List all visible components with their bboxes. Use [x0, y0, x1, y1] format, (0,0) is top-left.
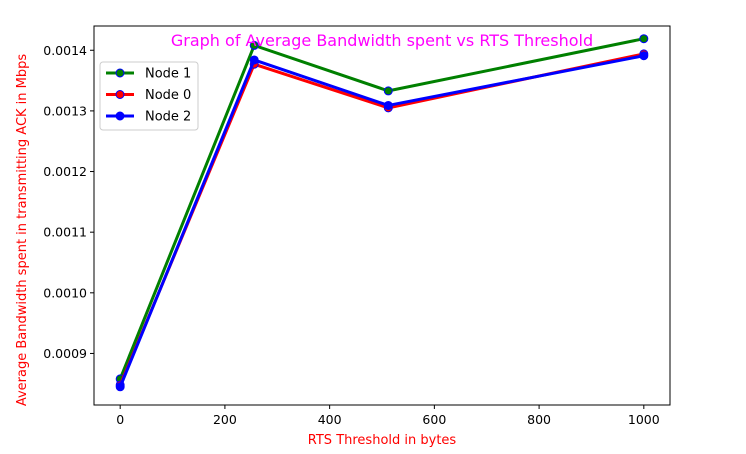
- y-tick-label: 0.0014: [43, 43, 87, 58]
- data-point-node-1: [249, 40, 259, 50]
- legend-box: [99, 61, 199, 131]
- data-point-node-1: [383, 86, 393, 96]
- data-point-node-2: [249, 55, 259, 65]
- axes: [93, 25, 671, 406]
- plot-frame: [93, 25, 671, 406]
- x-tick-label: 1000: [628, 412, 660, 427]
- legend-label-node-0: Node 0: [145, 88, 191, 103]
- data-point-node-1: [639, 34, 649, 44]
- x-tick-label: 800: [527, 412, 551, 427]
- y-axis-ticks: 0.0009 0.0010 0.0011 0.0012 0.0013 0.0014: [43, 43, 94, 361]
- legend: Node 1 Node 0 Node 2: [99, 61, 199, 131]
- data-point-node-2: [383, 100, 393, 110]
- series-layer: [115, 34, 649, 392]
- x-axis-title: RTS Threshold in bytes: [308, 433, 457, 448]
- legend-marker-node-1: [115, 68, 125, 78]
- x-tick-label: 0: [116, 412, 124, 427]
- y-axis-title: Average Bandwidth spent in transmitting …: [15, 54, 30, 407]
- y-tick-label: 0.0009: [43, 346, 87, 361]
- legend-marker-node-2: [115, 111, 125, 121]
- data-point-node-2: [639, 51, 649, 61]
- x-tick-label: 200: [213, 412, 237, 427]
- legend-label-node-1: Node 1: [145, 67, 191, 82]
- series-line-node-2: [118, 53, 646, 389]
- y-tick-label: 0.0010: [43, 285, 87, 300]
- chart-title: Graph of Average Bandwidth spent vs RTS …: [171, 31, 593, 50]
- y-tick-label: 0.0011: [43, 225, 87, 240]
- legend-label-node-2: Node 2: [145, 110, 191, 125]
- data-point-node-2: [115, 382, 125, 392]
- x-tick-label: 600: [422, 412, 446, 427]
- y-tick-label: 0.0013: [43, 103, 87, 118]
- series-line-node-1: [118, 36, 646, 381]
- y-tick-label: 0.0012: [43, 164, 87, 179]
- x-axis-ticks: 0 200 400 600 800 1000: [116, 405, 660, 427]
- legend-marker-node-0: [115, 90, 125, 99]
- x-tick-label: 400: [318, 412, 342, 427]
